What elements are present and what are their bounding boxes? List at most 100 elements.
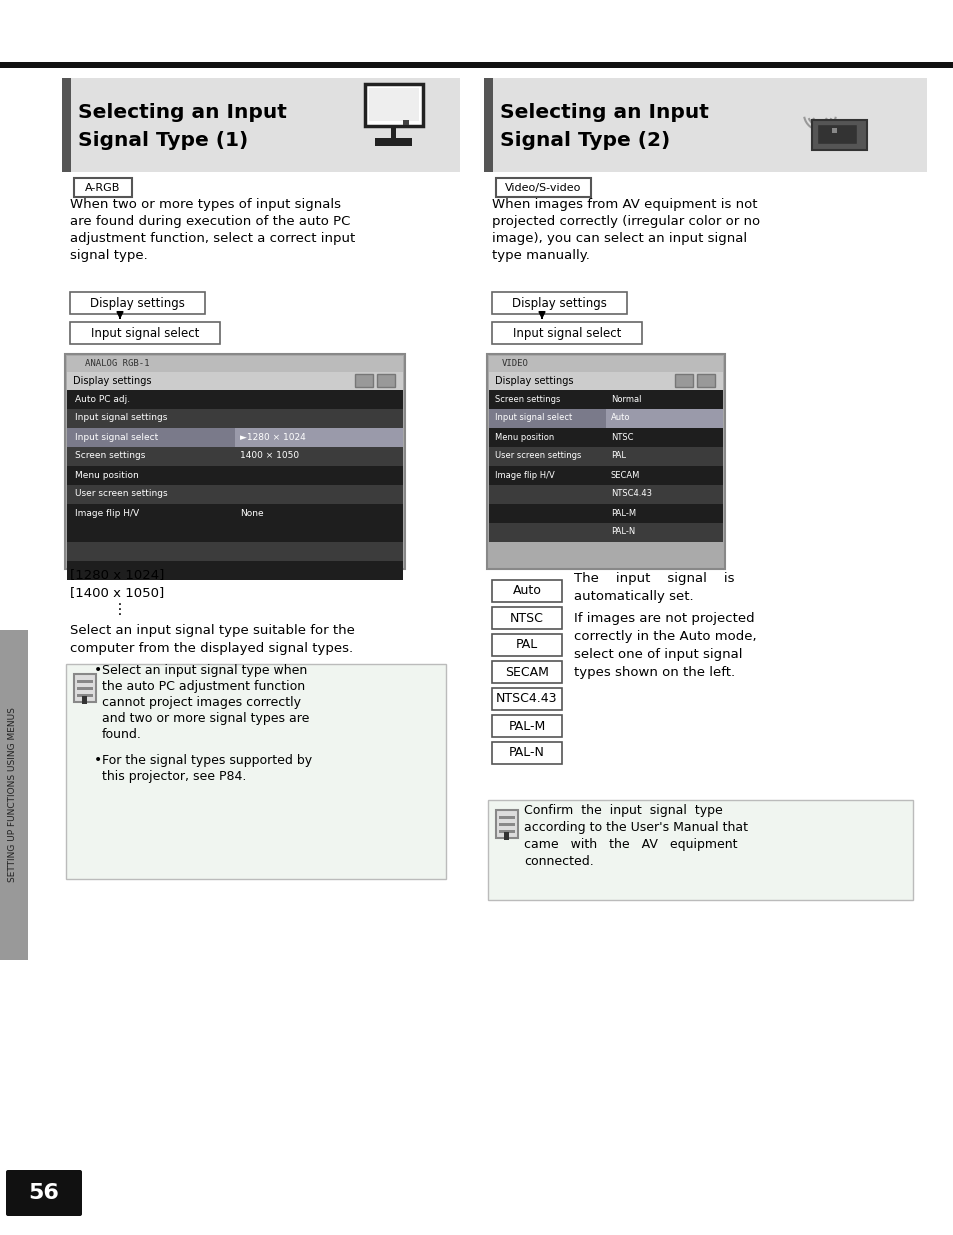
- Text: Image flip H/V: Image flip H/V: [495, 471, 554, 479]
- Bar: [65, 354, 405, 569]
- Text: Input signal select: Input signal select: [91, 326, 199, 340]
- Text: When images from AV equipment is not: When images from AV equipment is not: [492, 198, 757, 211]
- Text: [1280 x 1024]: [1280 x 1024]: [70, 568, 164, 580]
- Bar: [67, 561, 402, 580]
- Text: ANALOG RGB-1: ANALOG RGB-1: [85, 359, 150, 368]
- Text: Screen settings: Screen settings: [75, 452, 145, 461]
- Bar: [811, 120, 866, 149]
- Text: SETTING UP FUNCTIONS USING MENUS: SETTING UP FUNCTIONS USING MENUS: [9, 708, 17, 883]
- Bar: [391, 126, 395, 140]
- Bar: [675, 374, 692, 387]
- Bar: [67, 429, 234, 447]
- Text: type manually.: type manually.: [492, 249, 589, 262]
- Text: •: •: [94, 663, 102, 677]
- Bar: [62, 78, 459, 172]
- Text: SECAM: SECAM: [610, 471, 639, 479]
- Text: Menu position: Menu position: [75, 471, 138, 479]
- Text: For the signal types supported by: For the signal types supported by: [102, 755, 312, 767]
- Bar: [489, 466, 722, 485]
- Bar: [74, 674, 96, 701]
- Bar: [66, 664, 446, 879]
- Text: Menu position: Menu position: [495, 432, 554, 441]
- Bar: [489, 356, 722, 372]
- Text: Selecting an Input: Selecting an Input: [499, 103, 708, 121]
- Bar: [0, 62, 953, 68]
- Bar: [503, 832, 509, 840]
- Bar: [67, 485, 402, 504]
- Bar: [496, 178, 590, 198]
- Text: computer from the displayed signal types.: computer from the displayed signal types…: [70, 642, 353, 655]
- Bar: [77, 694, 92, 697]
- Text: Auto PC adj.: Auto PC adj.: [75, 394, 130, 404]
- Bar: [67, 409, 402, 429]
- Bar: [492, 688, 561, 710]
- Text: SECAM: SECAM: [504, 666, 548, 678]
- Text: adjustment function, select a correct input: adjustment function, select a correct in…: [70, 232, 355, 245]
- Bar: [831, 128, 836, 133]
- Text: Screen settings: Screen settings: [495, 394, 559, 404]
- Text: image), you can select an input signal: image), you can select an input signal: [492, 232, 746, 245]
- Bar: [492, 322, 641, 345]
- Bar: [67, 466, 402, 485]
- Bar: [498, 816, 515, 819]
- Text: NTSC4.43: NTSC4.43: [496, 693, 558, 705]
- Text: PAL-M: PAL-M: [508, 720, 545, 732]
- Text: Display settings: Display settings: [90, 296, 184, 310]
- Bar: [489, 522, 722, 542]
- Bar: [816, 124, 856, 144]
- Text: Signal Type (1): Signal Type (1): [78, 131, 248, 149]
- Bar: [0, 630, 28, 960]
- Bar: [67, 390, 402, 409]
- Text: PAL-N: PAL-N: [610, 527, 635, 536]
- Text: The    input    signal    is: The input signal is: [574, 572, 734, 585]
- Text: Confirm  the  input  signal  type: Confirm the input signal type: [523, 804, 722, 818]
- Bar: [77, 680, 92, 683]
- Bar: [402, 120, 409, 125]
- Text: Auto: Auto: [610, 414, 630, 422]
- Bar: [67, 522, 402, 542]
- Text: are found during execution of the auto PC: are found during execution of the auto P…: [70, 215, 350, 228]
- Text: Select an input signal type when: Select an input signal type when: [102, 664, 307, 677]
- Bar: [492, 634, 561, 656]
- Text: [1400 x 1050]: [1400 x 1050]: [70, 585, 164, 599]
- Text: Input signal select: Input signal select: [495, 414, 572, 422]
- Text: and two or more signal types are: and two or more signal types are: [102, 713, 309, 725]
- Text: Display settings: Display settings: [495, 375, 573, 387]
- Text: cannot project images correctly: cannot project images correctly: [102, 697, 301, 709]
- Bar: [376, 374, 395, 387]
- Bar: [498, 823, 515, 826]
- Bar: [77, 687, 92, 690]
- Text: Display settings: Display settings: [73, 375, 152, 387]
- Bar: [489, 485, 722, 504]
- Text: Input signal select: Input signal select: [75, 432, 158, 441]
- Text: connected.: connected.: [523, 855, 593, 868]
- Text: automatically set.: automatically set.: [574, 590, 693, 603]
- Bar: [492, 715, 561, 737]
- Bar: [234, 429, 402, 447]
- Text: select one of input signal: select one of input signal: [574, 648, 741, 661]
- Bar: [605, 409, 722, 429]
- Text: PAL-M: PAL-M: [610, 509, 636, 517]
- Bar: [492, 606, 561, 629]
- Text: Video/S-video: Video/S-video: [504, 183, 580, 193]
- Text: found.: found.: [102, 727, 142, 741]
- Text: Auto: Auto: [512, 584, 541, 598]
- Text: 56: 56: [29, 1183, 59, 1203]
- Text: PAL-N: PAL-N: [509, 746, 544, 760]
- Bar: [365, 84, 422, 126]
- Text: NTSC: NTSC: [610, 432, 633, 441]
- FancyBboxPatch shape: [6, 1170, 82, 1216]
- Bar: [375, 138, 412, 146]
- Bar: [496, 810, 517, 839]
- Bar: [489, 504, 722, 522]
- Bar: [67, 542, 402, 561]
- Bar: [70, 291, 205, 314]
- Text: When two or more types of input signals: When two or more types of input signals: [70, 198, 340, 211]
- Text: came   with   the   AV   equipment: came with the AV equipment: [523, 839, 737, 851]
- Text: types shown on the left.: types shown on the left.: [574, 666, 735, 679]
- Text: If images are not projected: If images are not projected: [574, 613, 754, 625]
- Text: Select an input signal type suitable for the: Select an input signal type suitable for…: [70, 624, 355, 637]
- Text: signal type.: signal type.: [70, 249, 148, 262]
- Bar: [486, 354, 724, 569]
- Text: NTSC4.43: NTSC4.43: [610, 489, 651, 499]
